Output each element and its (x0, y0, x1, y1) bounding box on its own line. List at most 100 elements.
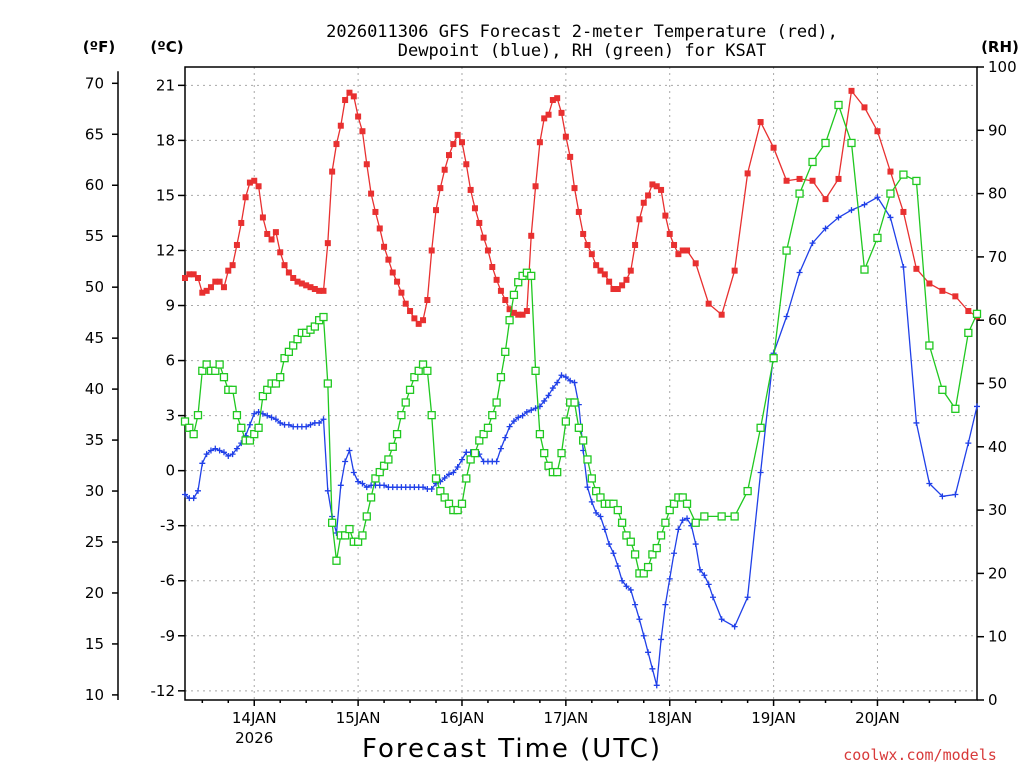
dewpoint-point (874, 194, 881, 201)
rh-point (717, 512, 726, 521)
temperature-point (588, 251, 595, 258)
temperature-point (939, 287, 946, 294)
rh-point (665, 505, 674, 515)
rh-point (951, 404, 960, 413)
temperature-point (562, 133, 569, 140)
dewpoint-point (519, 412, 526, 419)
rh-tick-label: 10 (988, 628, 1007, 646)
dewpoint-point (783, 313, 790, 320)
temperature-point (913, 265, 920, 272)
rh-point (401, 398, 410, 407)
temperature-point (398, 289, 405, 296)
temperature-point (536, 139, 543, 146)
temperature-point (324, 240, 331, 247)
rh-point (527, 271, 536, 281)
temperature-point (368, 190, 375, 197)
rh-point (691, 518, 700, 527)
dewpoint-point (350, 469, 357, 476)
dewpoint-point (636, 616, 643, 623)
dewpoint-point (233, 445, 240, 452)
temperature-point (675, 251, 682, 258)
dewpoint-point (558, 372, 565, 379)
temperature-point (606, 278, 613, 285)
dewpoint-point (662, 601, 669, 608)
rh-point (388, 442, 397, 451)
temperature-point (294, 278, 301, 285)
rh-point (245, 436, 255, 445)
temperature-point (545, 111, 552, 118)
dewpoint-point (952, 491, 959, 498)
rh-point (505, 316, 514, 325)
dewpoint-point (264, 412, 271, 419)
rh-point (271, 379, 281, 388)
rh-point (496, 373, 506, 382)
fahrenheit-tick-label: 60 (85, 176, 104, 194)
temperature-point (835, 175, 842, 182)
rh-point (470, 448, 480, 458)
temperature-point (662, 212, 669, 219)
rh-point (622, 531, 631, 540)
fahrenheit-tick-label: 20 (85, 584, 104, 602)
rh-point (405, 385, 415, 394)
fahrenheit-tick-label: 50 (85, 278, 104, 296)
rh-point (553, 467, 562, 477)
dewpoint-point (203, 451, 210, 458)
dewpoint-point (744, 594, 751, 601)
rh-point (700, 512, 709, 521)
temperature-point (389, 269, 396, 276)
temperature-point (363, 161, 370, 168)
temperature-point (476, 219, 483, 226)
dewpoint-point (588, 498, 595, 505)
rh-point (535, 429, 545, 439)
temperature-point (649, 181, 656, 188)
dewpoint-point (848, 207, 855, 214)
dewpoint-point (619, 577, 626, 584)
temperature-point (636, 216, 643, 223)
gridlines (185, 67, 977, 700)
rh-point (596, 493, 605, 502)
temperature-point (597, 267, 604, 274)
dewpoint-point (420, 484, 427, 491)
rh-tick-label: 80 (988, 185, 1007, 203)
rh-point (570, 398, 579, 407)
dewpoint-point (303, 423, 310, 430)
temperature-point (467, 186, 474, 193)
dewpoint-point (822, 225, 829, 232)
rh-point (912, 176, 921, 186)
temperature-point (420, 317, 427, 324)
rh-point (371, 474, 380, 483)
dewpoint-point (506, 423, 513, 430)
dewpoint-point (346, 447, 353, 454)
dewpoint-point (446, 471, 452, 478)
dewpoint-point (199, 460, 206, 467)
dewpoint-point (645, 649, 652, 656)
temperature-point (450, 141, 457, 148)
rh-point (769, 354, 778, 363)
temperature-point (705, 300, 712, 307)
dewpoint-point (684, 515, 691, 522)
rh-tick-label: 70 (988, 248, 1007, 266)
dewpoint-point (597, 513, 604, 520)
rh-point (436, 486, 445, 496)
temperature-point (259, 214, 266, 221)
dewpoint-point (316, 419, 323, 426)
temperature-point (757, 119, 764, 126)
temperature-point (480, 234, 487, 241)
temperature-point (182, 275, 188, 281)
celsius-tick-label: 0 (165, 462, 175, 480)
rh-point (289, 341, 298, 350)
rh-point (280, 354, 289, 363)
rh-point (509, 290, 519, 300)
dewpoint-point (675, 526, 682, 533)
temperature-point (610, 286, 617, 293)
temperature-point (290, 275, 297, 281)
rh-point (462, 474, 471, 483)
temperature-point (446, 152, 452, 159)
rh-point (730, 512, 739, 521)
temperature-point (497, 287, 504, 294)
rh-point (384, 455, 393, 464)
rh-point (617, 518, 627, 527)
dewpoint-point (363, 484, 370, 491)
rh-point (613, 505, 622, 515)
rh-point (284, 347, 294, 357)
